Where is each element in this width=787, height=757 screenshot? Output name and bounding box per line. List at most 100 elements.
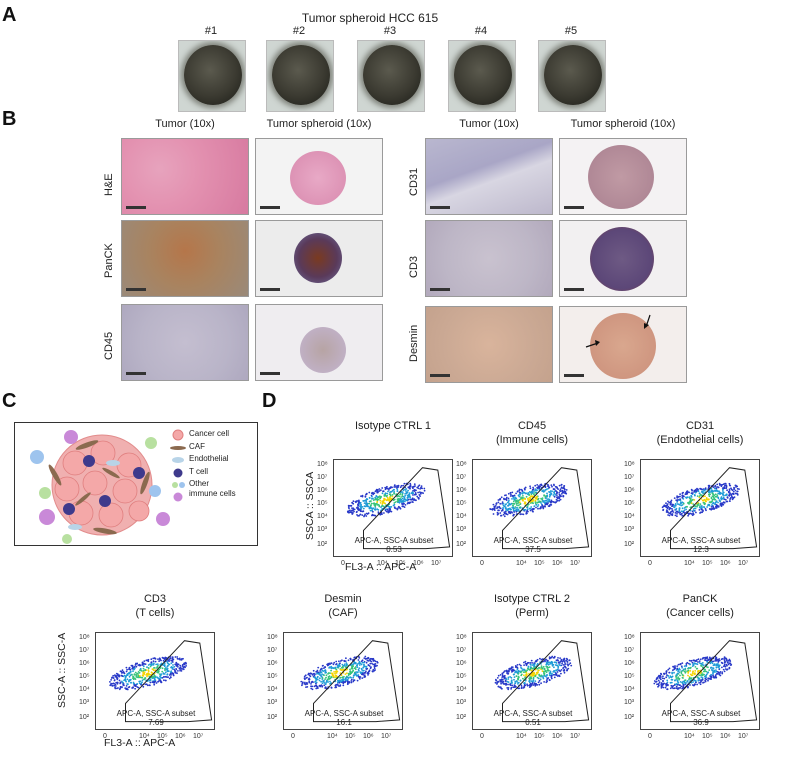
gate-label: APC-A, SSC-A subset — [493, 709, 573, 718]
flow-plot-title-line1: Isotype CTRL 2 — [493, 593, 570, 605]
gate-percentage: 0.51 — [525, 718, 541, 727]
y-tick-label: 10⁶ — [267, 660, 278, 667]
flow-plot-title-line2: (CAF) — [328, 607, 358, 619]
x-tick-label: 0 — [480, 560, 484, 567]
panel-a-title: Tumor spheroid HCC 615 — [301, 11, 439, 25]
spheroid-image-5 — [538, 40, 606, 112]
x-tick-label: 0 — [648, 560, 652, 567]
gate-percentage: 12.3 — [693, 545, 709, 554]
y-tick-label: 10² — [267, 714, 278, 721]
x-tick-label: 0 — [291, 733, 295, 740]
y-tick-label: 10⁶ — [624, 487, 635, 494]
x-tick-label: 10⁴ — [139, 733, 150, 740]
flow-plot-title-line2: (Endothelial cells) — [656, 434, 744, 446]
y-tick-label: 10³ — [267, 699, 278, 706]
flow-plot-title-line2: (Cancer cells) — [666, 607, 734, 619]
x-tick-label: 10⁷ — [431, 560, 442, 567]
flow-scatter — [661, 467, 758, 550]
gate-label: APC-A, SSC-A subset — [304, 709, 384, 718]
y-tick-label: 10⁶ — [456, 660, 467, 667]
spheroid-schematic-box: Cancer cell CAF Endothelial T cell Other… — [14, 422, 258, 546]
y-axis-label-bottom: SSC-A :: SSC-A — [56, 632, 68, 708]
flow-scatter — [494, 640, 590, 723]
x-tick-label: 10⁶ — [363, 733, 374, 740]
flow-scatter — [346, 467, 451, 550]
ihc-spheroid-desmin — [559, 306, 687, 383]
x-tick-label: 10⁷ — [570, 560, 581, 567]
panel-c-label: C — [2, 390, 17, 412]
panel-a-label: A — [2, 4, 17, 26]
col-header-spheroid-left: Tumor spheroid (10x) — [266, 118, 372, 130]
y-tick-label: 10⁶ — [317, 487, 328, 494]
x-tick-label: 10⁵ — [395, 560, 406, 567]
col-header-spheroid-right: Tumor spheroid (10x) — [570, 118, 676, 130]
x-tick-label: 0 — [103, 733, 107, 740]
legend-caf: CAF — [189, 442, 205, 451]
x-tick-label: 10⁶ — [552, 560, 563, 567]
row-label-desmin: Desmin — [408, 324, 420, 362]
x-tick-label: 10⁴ — [684, 733, 695, 740]
arrow-icon — [585, 314, 651, 348]
x-tick-label: 10⁷ — [738, 733, 749, 740]
spheroid-label-1: #1 — [204, 25, 218, 37]
gate-label: APC-A, SSC-A subset — [116, 709, 196, 718]
y-tick-label: 10⁸ — [79, 634, 90, 641]
spheroid-image-2 — [266, 40, 334, 112]
row-label-cd31: CD31 — [408, 167, 420, 196]
gate-label: APC-A, SSC-A subset — [354, 536, 434, 545]
y-tick-label: 10² — [456, 541, 467, 548]
ihc-spheroid-cd3 — [559, 220, 687, 297]
gate-polygon — [502, 640, 590, 723]
x-tick-label: 10⁷ — [738, 560, 749, 567]
x-tick-label: 10⁶ — [175, 733, 186, 740]
x-tick-label: 10⁵ — [534, 560, 545, 567]
gate-polygon — [313, 640, 401, 723]
ihc-tumor-cd3 — [425, 220, 553, 297]
gate-percentage: 0.53 — [386, 545, 402, 554]
gate-percentage: 37.5 — [525, 545, 541, 554]
flow-plot-title-line1: CD31 — [685, 420, 715, 432]
y-tick-label: 10⁴ — [317, 513, 328, 520]
flow-plot-title-line1: PanCK — [682, 593, 718, 605]
row-label-cd45: CD45 — [103, 331, 115, 360]
y-tick-label: 10⁵ — [79, 673, 90, 680]
y-tick-label: 10³ — [624, 526, 635, 533]
flow-scatter — [489, 467, 590, 550]
flow-scatter — [653, 640, 758, 723]
gate-percentage: 7.69 — [148, 718, 164, 727]
spheroid-schematic — [30, 429, 186, 544]
y-tick-label: 10⁸ — [317, 461, 328, 468]
y-tick-label: 10⁷ — [267, 647, 278, 654]
gate-polygon — [670, 467, 758, 550]
y-tick-label: 10³ — [79, 699, 90, 706]
spheroid-image-4 — [448, 40, 516, 112]
flow-plot-title-line1: CD3 — [143, 593, 166, 605]
x-tick-label: 0 — [648, 733, 652, 740]
legend-other: Other — [189, 479, 210, 488]
x-tick-label: 10⁵ — [534, 733, 545, 740]
x-tick-label: 10⁴ — [684, 560, 695, 567]
x-tick-label: 10⁴ — [516, 560, 527, 567]
y-tick-label: 10³ — [456, 526, 467, 533]
spheroid-label-4: #4 — [474, 25, 488, 37]
x-tick-label: 0 — [341, 560, 345, 567]
y-tick-label: 10³ — [317, 526, 328, 533]
y-tick-label: 10⁸ — [624, 461, 635, 468]
x-tick-label: 10⁵ — [157, 733, 168, 740]
y-tick-label: 10⁶ — [624, 660, 635, 667]
y-tick-label: 10⁴ — [624, 513, 635, 520]
flow-plot-title-line1: Desmin — [324, 593, 362, 605]
row-label-panck: PanCK — [103, 243, 115, 278]
y-tick-label: 10² — [456, 714, 467, 721]
y-tick-label: 10⁷ — [456, 474, 467, 481]
x-tick-label: 10⁵ — [345, 733, 356, 740]
y-tick-label: 10⁵ — [317, 500, 328, 507]
spheroid-label-5: #5 — [564, 25, 578, 37]
y-tick-label: 10⁷ — [317, 474, 328, 481]
y-tick-label: 10² — [79, 714, 90, 721]
y-tick-label: 10⁵ — [456, 673, 467, 680]
y-tick-label: 10² — [624, 714, 635, 721]
x-tick-label: 10⁵ — [702, 560, 713, 567]
spheroid-image-1 — [178, 40, 246, 112]
y-tick-label: 10⁴ — [624, 686, 635, 693]
